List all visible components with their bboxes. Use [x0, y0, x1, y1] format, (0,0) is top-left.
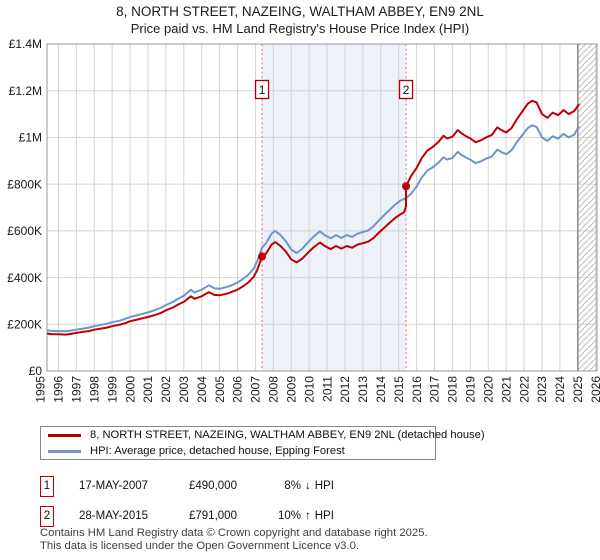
transaction-date: 17-MAY-2007 — [79, 480, 149, 492]
footer-line-1: Contains HM Land Registry data © Crown c… — [40, 527, 428, 539]
transaction-2-marker: 2 — [40, 505, 54, 527]
svg-text:£1M: £1M — [19, 131, 42, 145]
transaction-row: 1 17-MAY-2007 £490,000 8% ↓ HPI — [40, 475, 334, 497]
svg-text:£200K: £200K — [7, 317, 42, 331]
svg-text:2009: 2009 — [284, 376, 298, 403]
transaction-price: £490,000 — [189, 480, 237, 492]
svg-text:2006: 2006 — [231, 376, 245, 403]
transaction-hpi-label: HPI — [314, 510, 334, 522]
svg-text:1995: 1995 — [34, 376, 48, 403]
legend-item-price-paid: 8, NORTH STREET, NAZEING, WALTHAM ABBEY,… — [46, 427, 485, 443]
transaction-price: £791,000 — [189, 510, 237, 522]
svg-text:2014: 2014 — [374, 376, 388, 403]
page-subtitle: Price paid vs. HM Land Registry's House … — [130, 21, 470, 36]
transaction-date: 28-MAY-2015 — [79, 510, 149, 522]
svg-text:2017: 2017 — [428, 376, 442, 403]
footer-line-2: This data is licensed under the Open Gov… — [40, 539, 360, 552]
svg-text:2011: 2011 — [320, 376, 334, 402]
svg-text:2003: 2003 — [177, 376, 191, 403]
svg-text:2: 2 — [403, 83, 410, 97]
svg-text:2022: 2022 — [517, 376, 531, 403]
svg-text:2019: 2019 — [464, 376, 478, 403]
chart-legend: 8, NORTH STREET, NAZEING, WALTHAM ABBEY,… — [40, 426, 485, 460]
svg-text:2026: 2026 — [589, 376, 600, 403]
svg-text:£1.2M: £1.2M — [9, 84, 42, 98]
legend-item-hpi: HPI: Average price, detached house, Eppi… — [46, 443, 435, 459]
svg-text:2013: 2013 — [356, 376, 370, 403]
transaction-hpi-percent: 10% — [277, 510, 301, 522]
svg-text:2007: 2007 — [249, 376, 263, 403]
svg-text:£600K: £600K — [7, 224, 42, 238]
svg-text:2015: 2015 — [392, 376, 406, 403]
legend-label-price-paid: 8, NORTH STREET, NAZEING, WALTHAM ABBEY,… — [90, 429, 485, 441]
svg-text:£0: £0 — [29, 364, 43, 378]
transaction-hpi-label: HPI — [314, 480, 334, 492]
transaction-1-marker: 1 — [40, 475, 54, 497]
svg-text:2023: 2023 — [535, 376, 549, 403]
svg-text:2016: 2016 — [410, 376, 424, 403]
arrow-up-icon: ↑ — [305, 510, 311, 522]
svg-text:2001: 2001 — [141, 376, 155, 403]
price-paid-line-swatch — [48, 433, 81, 437]
svg-text:1: 1 — [259, 83, 266, 97]
svg-text:2000: 2000 — [123, 376, 137, 403]
svg-text:1998: 1998 — [87, 376, 101, 403]
arrow-down-icon: ↓ — [305, 480, 311, 492]
svg-text:2005: 2005 — [213, 376, 227, 403]
svg-text:2020: 2020 — [481, 376, 495, 403]
svg-text:1996: 1996 — [52, 376, 66, 403]
svg-text:2018: 2018 — [446, 376, 460, 403]
svg-text:1997: 1997 — [70, 376, 84, 403]
svg-text:1999: 1999 — [105, 376, 119, 403]
hpi-line-swatch — [48, 449, 81, 453]
legend-label-hpi: HPI: Average price, detached house, Eppi… — [90, 445, 345, 457]
transaction-hpi-percent: 8% — [284, 480, 301, 492]
svg-text:2025: 2025 — [571, 376, 585, 403]
svg-text:2021: 2021 — [499, 376, 513, 403]
price-chart: 1 2 £0 £200K £400K £600K £800K £1M £1.2M £1.4M 199… — [7, 37, 600, 403]
svg-text:2024: 2024 — [553, 376, 567, 403]
svg-text:£1.4M: £1.4M — [9, 37, 42, 51]
svg-text:£400K: £400K — [7, 271, 42, 285]
transaction-row: 2 28-MAY-2015 £791,000 10% ↑ HPI — [40, 505, 334, 527]
page-title: 8, NORTH STREET, NAZEING, WALTHAM ABBEY,… — [116, 4, 484, 19]
svg-text:£800K: £800K — [7, 177, 42, 191]
svg-text:2002: 2002 — [159, 376, 173, 403]
license-footer: Contains HM Land Registry data © Crown c… — [40, 527, 428, 552]
svg-text:2012: 2012 — [338, 376, 352, 403]
svg-text:2004: 2004 — [195, 376, 209, 403]
svg-text:2010: 2010 — [302, 376, 316, 403]
svg-text:2008: 2008 — [267, 376, 281, 403]
